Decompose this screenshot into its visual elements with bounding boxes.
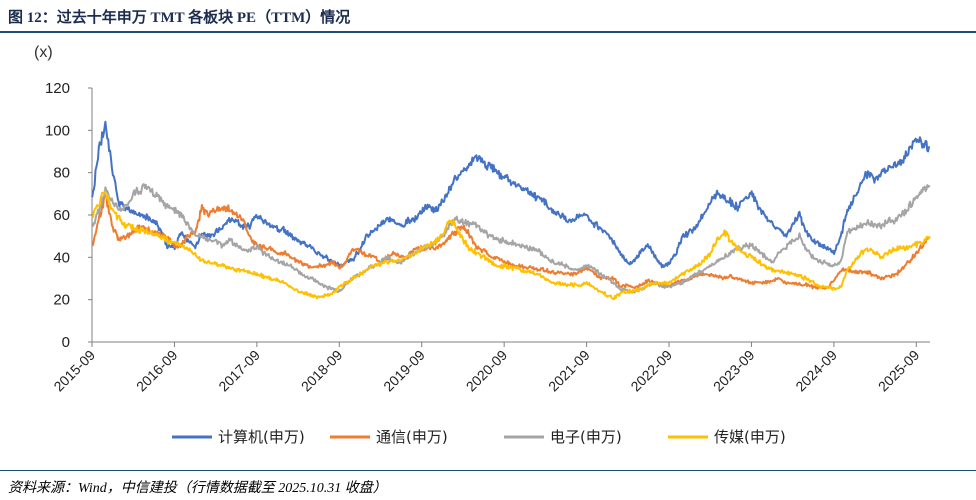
series-line-4 — [91, 190, 931, 301]
x-tick-label: 2019-09 — [380, 347, 428, 395]
legend-label: 计算机(申万) — [218, 428, 305, 446]
series-line-3 — [91, 183, 931, 294]
x-tick-label: 2017-09 — [215, 347, 263, 395]
legend-label: 通信(申万) — [376, 428, 448, 446]
legend: 计算机(申万) 通信(申万) 电子(申万) 传媒(申万) — [172, 428, 786, 446]
x-tick-label: 2023-09 — [710, 347, 758, 395]
series-line-2 — [91, 194, 931, 290]
x-tick-label: 2022-09 — [627, 347, 675, 395]
legend-label: 传媒(申万) — [714, 428, 786, 446]
x-tick-label: 2015-09 — [50, 347, 98, 395]
x-tick-label: 2020-09 — [463, 347, 511, 395]
x-tick-label: 2016-09 — [133, 347, 181, 395]
y-tick-label: 40 — [53, 249, 70, 266]
source-rule — [0, 470, 976, 471]
source-note: 资料来源：Wind，中信建投（行情数据截至 2025.10.31 收盘） — [8, 481, 387, 496]
line-chart: (x) 0 20 40 60 80 100 120 2015-09 2016-09 2017-09 2… — [34, 44, 931, 446]
y-axis-unit-label: (x) — [34, 44, 53, 61]
series-line-1 — [91, 120, 931, 269]
title-rule — [0, 31, 976, 33]
plot-area: (x) 0 20 40 60 80 100 120 2015-09 2016-09 2017-09 2… — [34, 44, 931, 395]
y-tick-label: 120 — [45, 80, 70, 97]
x-tick-label: 2025-09 — [875, 347, 923, 395]
x-tick-label: 2021-09 — [545, 347, 593, 395]
legend-label: 电子(申万) — [550, 428, 622, 446]
y-tick-label: 20 — [53, 292, 70, 309]
figure-title: 图 12：过去十年申万 TMT 各板块 PE（TTM）情况 — [8, 10, 351, 26]
y-tick-label: 100 — [45, 122, 70, 139]
y-tick-label: 60 — [53, 207, 70, 224]
x-tick-label: 2024-09 — [792, 347, 840, 395]
y-tick-label: 0 — [62, 334, 70, 351]
x-tick-label: 2018-09 — [298, 347, 346, 395]
y-tick-label: 80 — [53, 165, 70, 182]
